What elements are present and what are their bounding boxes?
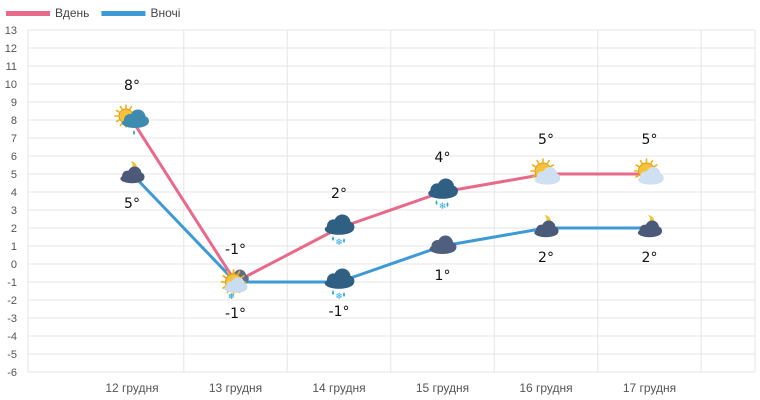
- svg-text:❄: ❄: [228, 292, 235, 301]
- svg-text:❄: ❄: [439, 202, 447, 212]
- snow-cloud-sun-icon: ❄: [220, 269, 249, 301]
- data-label: 1°: [435, 268, 451, 284]
- y-tick-label: 5: [11, 169, 17, 181]
- legend-swatch: [101, 11, 146, 16]
- series-line-night: [130, 172, 651, 284]
- data-label: 4°: [435, 150, 451, 166]
- cloud-icon: [429, 235, 457, 254]
- data-labels: 8° -1° 2° 4° 5° 5° 5° -1° -1° 1° 2° 2°: [124, 78, 657, 322]
- y-tick-label: 12: [5, 43, 17, 55]
- y-tick-label: 2: [11, 223, 17, 235]
- moon-cloud-icon: [637, 213, 663, 238]
- legend-label: Вночі: [150, 6, 180, 20]
- cloud-snow-rain-icon: ❄: [324, 268, 355, 302]
- data-label: -1°: [225, 306, 246, 322]
- y-tick-label: 4: [11, 187, 17, 199]
- svg-text:❄: ❄: [228, 292, 235, 301]
- x-tick-label: 13 грудня: [209, 381, 262, 395]
- y-tick-label: -5: [7, 349, 17, 361]
- y-tick-label: 0: [11, 259, 17, 271]
- data-label: -1°: [329, 304, 350, 320]
- x-tick-label: 17 грудня: [623, 381, 676, 395]
- y-tick-label: -1: [7, 277, 17, 289]
- y-tick-label: 10: [5, 79, 17, 91]
- x-tick-label: 15 грудня: [416, 381, 469, 395]
- moon-cloud-icon: [119, 159, 145, 184]
- legend[interactable]: Вдень Вночі: [6, 6, 180, 20]
- svg-text:❄: ❄: [335, 238, 343, 248]
- data-label: 2°: [331, 186, 347, 202]
- y-tick-label: 11: [6, 61, 17, 73]
- data-label: 5°: [124, 196, 140, 212]
- legend-item-night[interactable]: Вночі: [101, 6, 180, 20]
- y-tick-label: 9: [11, 97, 17, 109]
- y-tick-label: 6: [11, 151, 17, 163]
- y-tick-label: -2: [7, 295, 17, 307]
- data-label: 2°: [642, 250, 658, 266]
- cloud-snow-rain-icon: ❄: [428, 178, 458, 212]
- series-line-day: [130, 118, 651, 284]
- y-tick-label: 13: [5, 25, 17, 37]
- weather-icons: ❄❄❄❄ ❄: [114, 104, 664, 302]
- moon-cloud-icon: [533, 213, 559, 238]
- data-label: 5°: [538, 132, 554, 148]
- y-tick-label: -3: [7, 313, 17, 325]
- partly-cloudy-rain-icon: [114, 104, 149, 135]
- series-lines: [130, 118, 651, 284]
- data-label: 8°: [124, 78, 140, 94]
- legend-label: Вдень: [55, 6, 89, 20]
- x-tick-label: 12 грудня: [105, 381, 158, 395]
- cloud-snow-rain-icon: ❄: [324, 214, 355, 248]
- svg-text:❄: ❄: [335, 292, 343, 302]
- data-label: 2°: [538, 250, 554, 266]
- data-label: -1°: [225, 242, 246, 258]
- y-tick-label: -4: [7, 331, 17, 343]
- x-tick-label: 14 грудня: [312, 381, 365, 395]
- y-tick-label: 7: [11, 133, 17, 145]
- y-tick-label: -6: [7, 367, 17, 379]
- y-tick-label: 3: [11, 205, 17, 217]
- legend-item-day[interactable]: Вдень: [6, 6, 89, 20]
- x-tick-label: 16 грудня: [519, 381, 572, 395]
- sun-cloud-icon: [633, 158, 664, 185]
- sun-cloud-icon: [530, 158, 561, 185]
- data-label: 5°: [642, 132, 658, 148]
- y-tick-label: 8: [11, 115, 17, 127]
- y-tick-label: 1: [11, 241, 17, 253]
- legend-swatch: [6, 11, 50, 16]
